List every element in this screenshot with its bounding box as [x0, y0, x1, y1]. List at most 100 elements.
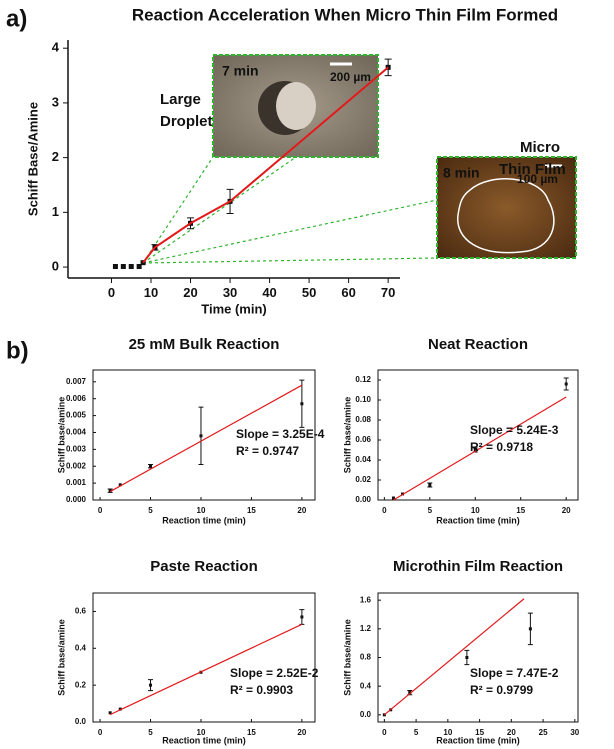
annotation: 8 min [443, 165, 480, 181]
x-tick-label: 10 [197, 506, 206, 515]
data-point [391, 496, 395, 500]
panel-label: b) [6, 337, 29, 364]
x-tick-label: 10 [197, 728, 206, 737]
data-point [108, 489, 112, 493]
data-point [118, 707, 122, 711]
x-tick-label: 0 [382, 728, 387, 737]
data-point [118, 483, 122, 487]
x-tick-label: 10 [471, 506, 480, 515]
y-tick-label: 0.006 [66, 394, 87, 403]
data-point [428, 483, 432, 487]
droplet-highlight [276, 82, 316, 130]
y-tick-label: 0.001 [66, 478, 87, 487]
chart-panel: Neat Reaction 0 5 10 15 20 0.00 0.02 0.04 0.06 0.0… [342, 336, 579, 525]
x-tick-label: 70 [381, 285, 395, 300]
x-tick-label: 15 [247, 506, 256, 515]
x-tick-label: 20 [183, 285, 197, 300]
chart-title: Microthin Film Reaction [393, 558, 563, 575]
annotation: R² = 0.9747 [236, 444, 299, 458]
y-tick-label: 0.6 [75, 607, 87, 616]
fit-line [142, 66, 389, 264]
y-tick-label: 1.2 [360, 624, 372, 633]
data-point [564, 382, 568, 386]
y-tick-label: 0.08 [355, 415, 371, 424]
annotation: 7 min [222, 63, 259, 79]
plot-frame [92, 369, 316, 501]
x-tick-label: 5 [414, 728, 419, 737]
chart-title: Paste Reaction [150, 558, 258, 575]
y-axis-label: Schiff base/amine [342, 397, 352, 474]
annotation: Thin Film [499, 161, 566, 178]
data-point [465, 656, 469, 659]
chart-panel: Paste Reaction 0 5 10 15 20 0.0 0.2 0.4 0.6 Reacti… [56, 558, 318, 745]
y-tick-label: 0.8 [360, 653, 372, 662]
y-tick-label: 2 [52, 149, 59, 164]
annotation: Slope = 3.25E-4 [236, 427, 325, 441]
x-tick-label: 10 [144, 285, 158, 300]
data-point [128, 264, 134, 270]
y-tick-label: 3 [52, 94, 59, 109]
annotation: R² = 0.9903 [230, 683, 293, 697]
plot-frame [377, 592, 579, 723]
data-point [108, 711, 112, 715]
y-tick-label: 0.12 [355, 375, 371, 384]
y-axis-label: Schiff Base/Amine [25, 102, 40, 216]
y-axis-label: Schiff base/amine [56, 397, 66, 474]
guide-line [142, 257, 438, 264]
data-point [473, 448, 477, 452]
chart-panel: a) Reaction Acceleration When Micro Thin … [6, 5, 566, 316]
y-tick-label: 0.0 [360, 710, 372, 719]
x-tick-label: 5 [148, 506, 153, 515]
annotation: 100 µm [517, 172, 558, 186]
x-tick-label: 20 [562, 506, 571, 515]
y-tick-label: 0.00 [355, 495, 371, 504]
film-outline [457, 178, 555, 254]
x-tick-label: 30 [570, 728, 579, 737]
y-tick-label: 0.002 [66, 461, 87, 470]
x-tick-label: 0 [98, 728, 103, 737]
y-axis-label: Schiff base/amine [342, 619, 352, 696]
data-point [112, 264, 118, 270]
chart-title: 25 mM Bulk Reaction [129, 336, 280, 353]
data-point [199, 434, 203, 438]
x-tick-label: 25 [539, 728, 548, 737]
x-tick-label: 15 [247, 728, 256, 737]
data-point [528, 627, 532, 631]
y-tick-label: 0.004 [66, 428, 87, 437]
plot-frame [92, 592, 316, 723]
data-point [136, 264, 142, 270]
data-point [120, 264, 126, 270]
x-tick-label: 0 [98, 506, 103, 515]
annotation: Slope = 7.47E-2 [470, 666, 559, 680]
annotation: Micro [520, 139, 560, 156]
y-tick-label: 4 [52, 40, 60, 55]
y-tick-label: 0.0 [75, 717, 87, 726]
y-tick-label: 0.4 [360, 681, 372, 690]
x-axis-label: Reaction time (min) [162, 515, 246, 525]
data-point [300, 615, 304, 619]
fit-line [109, 623, 303, 716]
x-tick-label: 30 [223, 285, 237, 300]
x-axis-label: Time (min) [201, 301, 267, 316]
y-axis-label: Schiff base/amine [56, 619, 66, 696]
chart-title: Reaction Acceleration When Micro Thin Fi… [132, 5, 558, 24]
fit-line [393, 396, 567, 501]
x-tick-label: 50 [302, 285, 316, 300]
x-axis-label: Reaction time (min) [436, 515, 520, 525]
x-tick-label: 15 [516, 506, 525, 515]
annotation: R² = 0.9799 [470, 683, 533, 697]
x-tick-label: 40 [262, 285, 276, 300]
chart-panel: b) 25 mM Bulk Reaction 0 5 10 15 20 0.000 0.001 0… [6, 336, 325, 525]
annotation: 200 µm [330, 70, 371, 84]
data-point [300, 402, 304, 406]
y-tick-label: 1.6 [360, 595, 372, 604]
y-tick-label: 0.005 [66, 411, 87, 420]
y-tick-label: 0 [52, 258, 59, 273]
y-tick-label: 0.2 [75, 680, 87, 689]
x-tick-label: 20 [297, 506, 306, 515]
y-tick-label: 0.000 [66, 495, 87, 504]
x-tick-label: 5 [428, 506, 433, 515]
annotation: R² = 0.9718 [470, 440, 533, 454]
y-tick-label: 0.10 [355, 395, 371, 404]
